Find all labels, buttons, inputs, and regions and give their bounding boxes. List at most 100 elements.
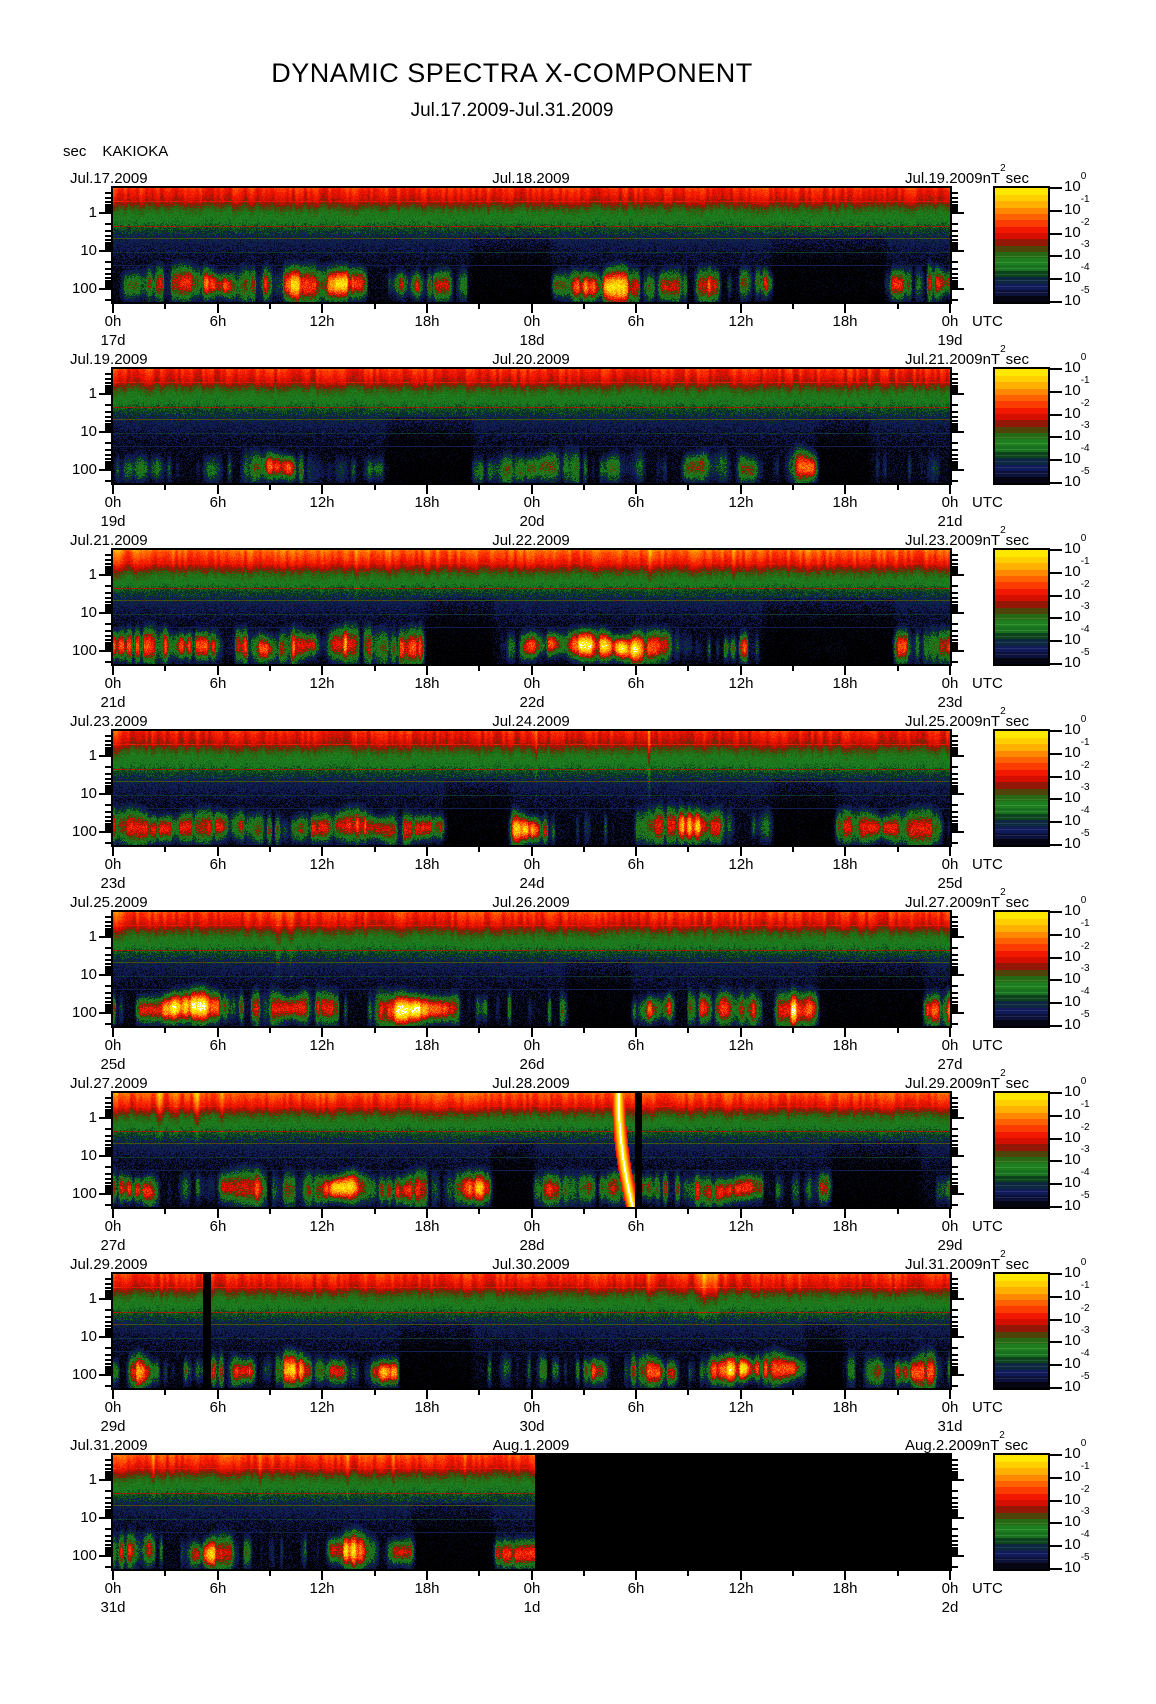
y-axis-minor-tick [105,458,111,460]
y-axis-minor-tick [105,572,111,574]
colorbar-tick-label: 10-3 [1064,602,1090,626]
y-axis-minor-tick [105,244,111,246]
colorbar-tick [1050,1160,1062,1162]
colorbar-tick-exponent: -1 [1080,556,1090,567]
y-axis-minor-tick [952,1535,958,1537]
x-axis-minor-tick [792,1209,794,1214]
y-axis-minor-tick [105,1473,111,1475]
y-axis-label: 100 [71,280,97,297]
x-axis-minor-tick [478,1390,480,1395]
y-axis-minor-tick [952,1513,958,1515]
x-day-label: 21d [100,694,126,711]
y-axis-minor-tick [105,280,111,282]
colorbar-tick-label: 10-1 [1064,1281,1090,1305]
colorbar-tick-label: 10-5 [1064,829,1090,853]
x-hour-label: 0h [941,675,959,692]
x-day-label: 29d [100,1418,126,1435]
colorbar-tick-exponent: -4 [1080,1348,1090,1359]
colorbar-tick [1050,1454,1062,1456]
x-axis-minor-tick [478,1571,480,1576]
y-axis-minor-tick [952,208,958,210]
x-hour-label: 18h [832,1037,858,1054]
x-axis-minor-tick [478,847,480,852]
y-axis-tick [952,393,964,395]
y-axis-minor-tick [105,570,111,572]
colorbar-tick [1050,187,1062,189]
y-axis-minor-tick [105,1528,111,1530]
y-axis-minor-tick [105,223,111,225]
y-axis-tick [952,1012,964,1014]
x-hour-label: 12h [309,1399,335,1416]
y-axis-minor-tick [105,1359,111,1361]
panel-date-right-text: Jul.29.2009 [905,1075,983,1092]
colorbar-tick [1050,1522,1062,1524]
y-axis-minor-tick [952,1309,958,1311]
colorbar-tick-exponent: -4 [1080,805,1090,816]
y-axis-minor-tick [105,1182,111,1184]
colorbar-tick [1050,436,1062,438]
y-axis-minor-tick [952,747,958,749]
x-hour-label: 0h [941,1580,959,1597]
colorbar-tick-exponent: 0 [1080,895,1087,906]
y-axis-minor-tick [952,1359,958,1361]
y-axis-minor-tick [105,753,111,755]
x-day-label: 24d [519,875,545,892]
y-axis-minor-tick [952,206,958,208]
y-axis-minor-tick [952,429,958,431]
colorbar-tick-exponent: -3 [1080,420,1090,431]
y-axis-tick [952,755,964,757]
y-axis-minor-tick [105,785,111,787]
utc-label: UTC [972,856,1003,873]
y-axis-minor-tick [952,925,958,927]
x-hour-label: 12h [309,313,335,330]
panel-date-left: Jul.25.2009 [70,894,148,911]
y-axis-minor-tick [105,1370,111,1372]
y-axis-minor-tick [105,1097,111,1099]
colorbar-unit: nT2sec [983,345,1029,369]
utc-label: UTC [972,1037,1003,1054]
y-axis-minor-tick [952,230,958,232]
colorbar-tick-label: 10-4 [1064,1168,1090,1192]
x-axis-minor-tick [583,1390,585,1395]
y-axis-tick [99,1374,111,1376]
x-axis-minor-tick [792,847,794,852]
y-axis-minor-tick [105,449,111,451]
x-axis-tick [112,666,114,675]
y-axis-minor-tick [952,1334,958,1336]
colorbar-tick [1050,957,1062,959]
y-axis-minor-tick [952,1553,958,1555]
y-axis-label: 100 [71,1004,97,1021]
x-hour-label: 18h [414,1037,440,1054]
colorbar-tick-base: 10 [1064,902,1081,919]
y-axis-minor-tick [105,1106,111,1108]
y-axis-minor-tick [952,1290,958,1292]
x-axis-tick [949,1571,951,1580]
y-axis-minor-tick [952,299,958,301]
x-hour-label: 12h [309,1037,335,1054]
y-axis-minor-tick [952,427,958,429]
x-axis-minor-tick [897,1390,899,1395]
x-axis-tick [531,1390,533,1399]
y-axis-minor-tick [952,740,958,742]
colorbar-tick-base: 10 [1064,1536,1081,1553]
colorbar-tick [1050,1319,1062,1321]
y-axis-minor-tick [105,959,111,961]
x-axis-tick [426,1028,428,1037]
y-axis-minor-tick [952,1509,958,1511]
colorbar-tick [1050,1138,1062,1140]
x-axis-minor-tick [792,1390,794,1395]
y-axis-label: 10 [80,966,97,983]
y-axis-minor-tick [105,1549,111,1551]
colorbar-tick-base: 10 [1064,1106,1081,1123]
utc-label: UTC [972,1399,1003,1416]
y-axis-minor-tick [952,592,958,594]
x-hour-label: 0h [941,1037,959,1054]
x-day-label: 23d [100,875,126,892]
y-axis-label: 10 [80,604,97,621]
x-axis-tick [740,1571,742,1580]
y-axis-minor-tick [952,785,958,787]
y-axis-tick [99,974,111,976]
panel-date-right: Jul.29.2009nT2sec [905,1069,1029,1093]
panel-date-center: Jul.22.2009 [492,532,570,549]
colorbar-tick [1050,1364,1062,1366]
